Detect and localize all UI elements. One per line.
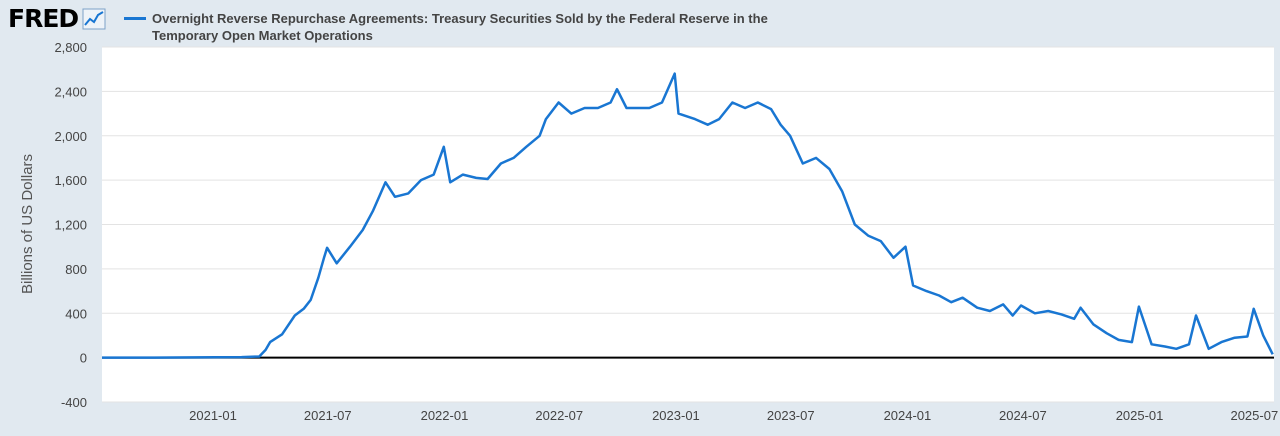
x-tick-label: 2023-07 xyxy=(767,408,815,423)
y-tick-label: 400 xyxy=(65,306,87,321)
y-tick-label: 2,000 xyxy=(54,129,87,144)
y-tick-label: 0 xyxy=(80,351,87,366)
y-tick-label: 2,400 xyxy=(54,84,87,99)
y-tick-label: 1,600 xyxy=(54,173,87,188)
x-tick-label: 2021-01 xyxy=(189,408,237,423)
legend-swatch xyxy=(124,17,146,20)
x-tick-label: 2023-01 xyxy=(652,408,700,423)
x-tick-label: 2025-07 xyxy=(1230,408,1278,423)
x-tick-labels: 2021-01 2021-07 2022-01 2022-07 2023-01 2023-… xyxy=(189,408,1278,423)
y-axis-label: Billions of US Dollars xyxy=(19,154,36,294)
x-tick-label: 2022-07 xyxy=(535,408,583,423)
y-tick-label: -400 xyxy=(61,395,87,410)
series-line[interactable] xyxy=(102,72,1274,359)
y-tick-label: 2,800 xyxy=(54,40,87,55)
gridlines xyxy=(102,46,1274,403)
x-tick-label: 2021-07 xyxy=(304,408,352,423)
x-tick-label: 2025-01 xyxy=(1116,408,1164,423)
fred-logo-text: FRED xyxy=(8,4,79,33)
legend-label: Overnight Reverse Repurchase Agreements:… xyxy=(152,11,768,43)
y-tick-label: 800 xyxy=(65,262,87,277)
y-tick-labels: 2,800 2,400 2,000 1,600 1,200 800 400 0 -400 xyxy=(54,40,87,410)
x-tick-label: 2022-01 xyxy=(421,408,469,423)
x-tick-label: 2024-01 xyxy=(884,408,932,423)
x-tick-label: 2024-07 xyxy=(999,408,1047,423)
fred-logo[interactable]: FRED xyxy=(8,4,106,34)
y-tick-label: 1,200 xyxy=(54,218,87,233)
line-chart-icon xyxy=(82,8,106,30)
chart-header: FRED Overnight Reverse Repurchase Agreem… xyxy=(0,0,1280,44)
